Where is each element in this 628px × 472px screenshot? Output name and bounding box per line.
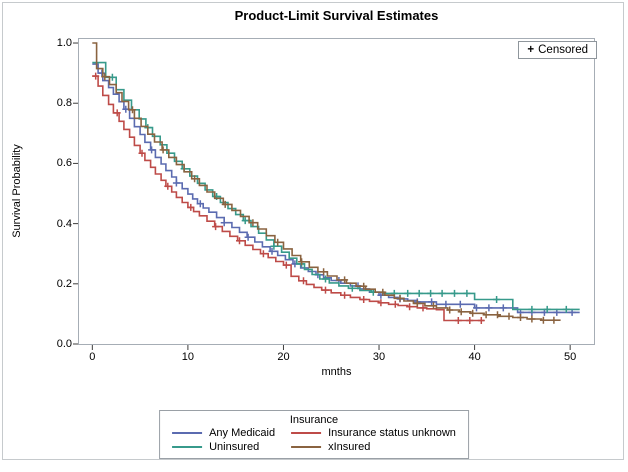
legend-title: Insurance xyxy=(289,414,339,426)
y-tick-label: 0.8 xyxy=(56,97,72,110)
legend-entry-uninsured: Uninsured xyxy=(172,441,275,453)
y-axis-label: Survival Probability xyxy=(11,144,23,238)
x-tick-label: 20 xyxy=(277,351,290,363)
legend-entry-insurance-status-unknown: Insurance status unknown xyxy=(291,427,456,439)
y-tick-label: 1.0 xyxy=(56,37,72,50)
line-swatch-xinsured xyxy=(291,446,322,448)
x-tick-label: 0 xyxy=(89,351,96,363)
group-legend: Insurance Any Medicaid Insurance status … xyxy=(159,410,469,459)
line-swatch-insurance-status-unknown xyxy=(291,432,322,434)
y-tick-label: 0.6 xyxy=(56,157,72,170)
x-tick-label: 40 xyxy=(468,351,481,363)
legend-entry-label: xInsured xyxy=(328,441,371,453)
legend-entry-label: Any Medicaid xyxy=(209,427,276,439)
legend-grid: Any Medicaid Insurance status unknown Un… xyxy=(172,427,456,453)
y-tick-label: 0.4 xyxy=(56,217,72,230)
censor-plus-icon: + xyxy=(527,44,535,56)
x-tick-label: 10 xyxy=(181,351,195,363)
y-tick-label: 0.0 xyxy=(56,338,72,350)
x-axis-label: mnths xyxy=(321,366,352,378)
x-tick-label: 50 xyxy=(564,351,577,363)
legend-entry-any-medicaid: Any Medicaid xyxy=(172,427,275,439)
x-tick-label: 30 xyxy=(372,351,386,363)
legend-entry-label: Uninsured xyxy=(209,441,260,453)
censored-label: Censored xyxy=(538,44,588,56)
censored-legend-inset: + Censored xyxy=(518,41,597,59)
legend-entry-xinsured: xInsured xyxy=(291,441,456,453)
line-swatch-any-medicaid xyxy=(172,432,203,434)
y-tick-label: 0.2 xyxy=(56,277,72,290)
line-swatch-uninsured xyxy=(172,446,203,448)
legend-entry-label: Insurance status unknown xyxy=(328,427,456,439)
chart-title: Product-Limit Survival Estimates xyxy=(234,8,439,23)
figure-border xyxy=(2,2,624,460)
survival-plot-svg xyxy=(73,38,595,350)
